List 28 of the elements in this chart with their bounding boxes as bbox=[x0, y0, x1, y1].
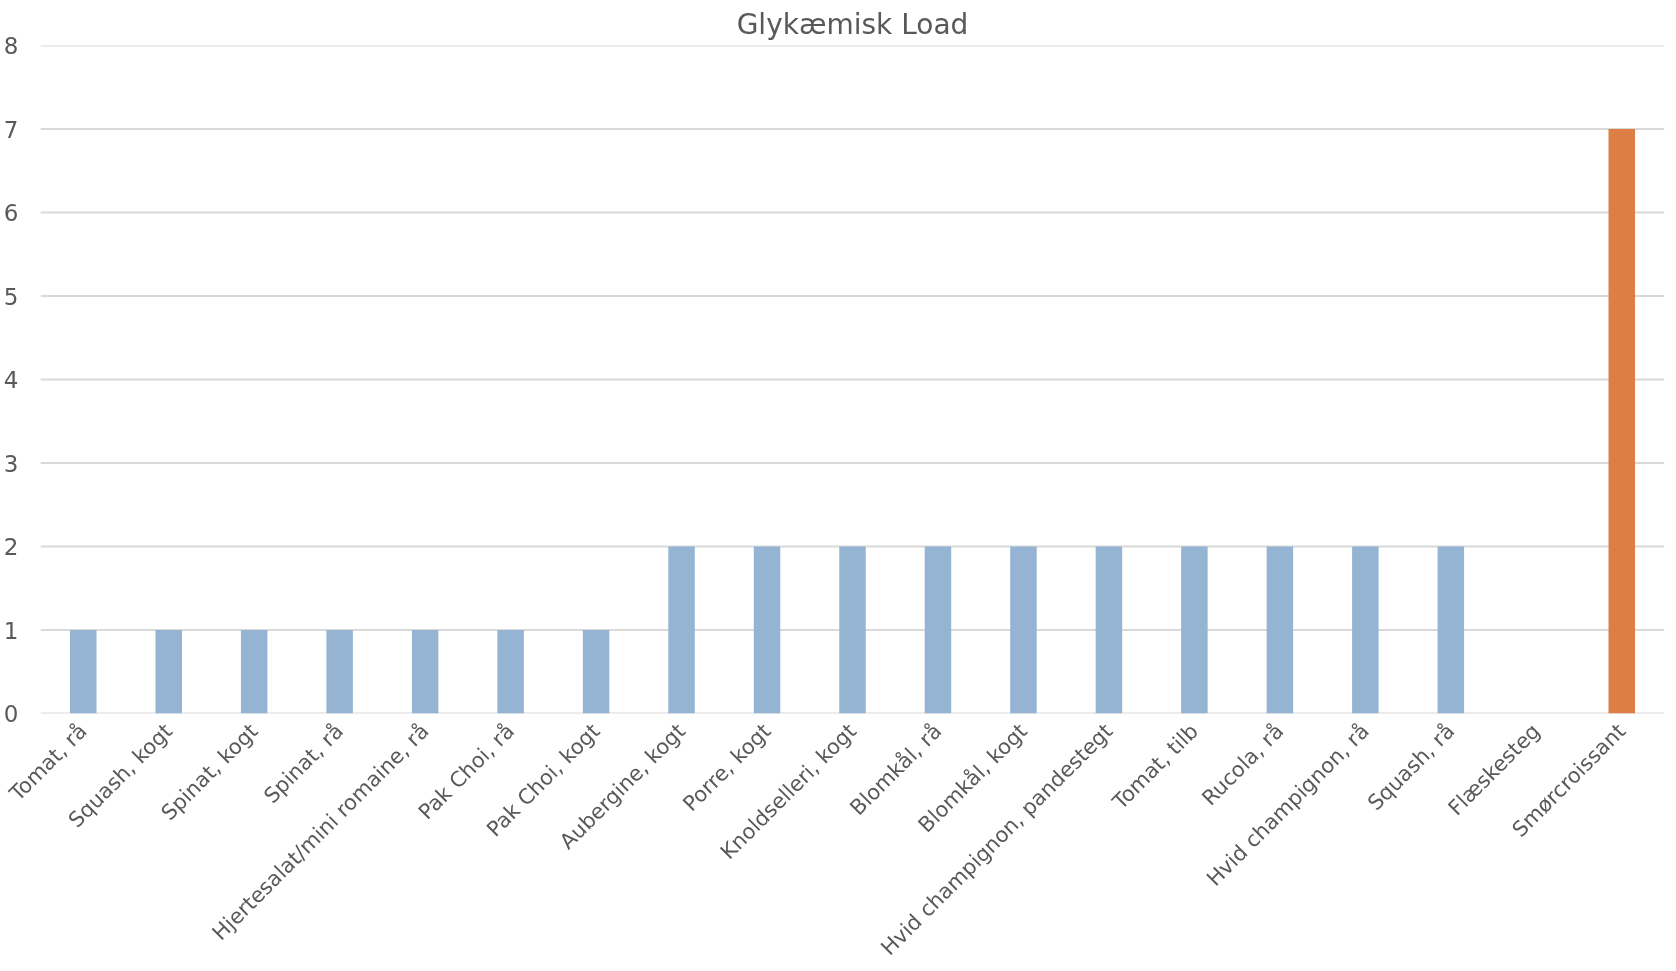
bar bbox=[1181, 546, 1208, 714]
bar bbox=[582, 630, 610, 714]
y-tick-label: 7 bbox=[3, 116, 19, 143]
bar bbox=[1352, 546, 1379, 714]
chart-title: Glykæmisk Load bbox=[736, 7, 969, 41]
bar bbox=[326, 630, 353, 714]
y-tick-label: 0 bbox=[3, 701, 19, 727]
y-tick-label: 5 bbox=[3, 283, 19, 310]
bar bbox=[497, 630, 524, 714]
y-tick-label: 6 bbox=[3, 200, 19, 226]
y-tick-label: 2 bbox=[3, 534, 19, 560]
bar bbox=[1608, 129, 1636, 714]
y-tick-label: 1 bbox=[3, 617, 19, 644]
bar bbox=[1266, 546, 1294, 714]
bar bbox=[1010, 546, 1037, 714]
bar bbox=[411, 630, 439, 714]
y-tick-label: 3 bbox=[3, 450, 19, 477]
bar bbox=[668, 546, 695, 714]
y-tick-label: 8 bbox=[3, 33, 19, 59]
bar bbox=[69, 630, 97, 714]
bar bbox=[240, 630, 268, 714]
bar bbox=[1095, 546, 1123, 714]
y-tick-label: 4 bbox=[3, 367, 19, 393]
bar bbox=[1437, 546, 1465, 714]
bar bbox=[753, 546, 781, 714]
bar bbox=[924, 546, 952, 714]
bar bbox=[839, 546, 866, 714]
bar bbox=[155, 630, 182, 714]
